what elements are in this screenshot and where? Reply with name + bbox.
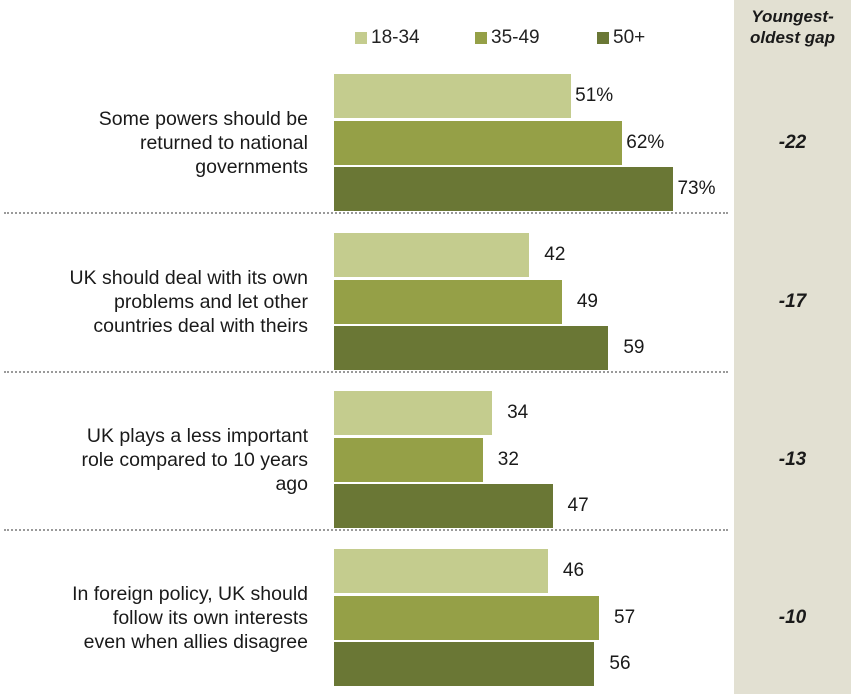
category-label-line: countries deal with theirs xyxy=(93,314,308,337)
bar-50-plus xyxy=(334,326,609,370)
category-label: Some powers should be returned to nationa… xyxy=(20,107,308,179)
legend-item-50-plus: 50+ xyxy=(597,26,645,50)
bar-35-49 xyxy=(334,120,623,165)
value-label: 51% xyxy=(575,85,614,106)
bar-18-34 xyxy=(334,74,572,118)
legend-item-35-49: 35-49 xyxy=(475,26,540,50)
gap-value: -10 xyxy=(778,606,807,628)
value-label: 59 xyxy=(623,337,645,358)
category-label-line: role compared to 10 years xyxy=(81,448,308,471)
bar-18-34 xyxy=(334,391,493,435)
group-divider xyxy=(4,212,728,214)
bar-18-34 xyxy=(334,233,530,277)
legend-swatch xyxy=(355,32,367,44)
gap-header-line-2: oldest gap xyxy=(749,28,835,47)
value-label: 32 xyxy=(497,448,519,470)
category-label-line: returned to national xyxy=(139,131,308,154)
value-label: 57 xyxy=(614,606,636,628)
group-divider xyxy=(4,529,728,531)
category-label-line: Some powers should be xyxy=(98,107,308,130)
category-label: UK plays a less important role compared t… xyxy=(20,424,308,496)
value-label: 49 xyxy=(576,290,598,312)
legend-label: 50+ xyxy=(613,27,646,48)
value-label: 46 xyxy=(562,560,585,581)
category-label-line: UK should deal with its own xyxy=(69,266,308,289)
gap-value: -17 xyxy=(778,290,807,312)
bar-50-plus xyxy=(334,642,595,686)
gap-column-panel xyxy=(734,0,851,694)
category-label-line: even when allies disagree xyxy=(83,630,308,653)
legend-swatch xyxy=(597,32,609,44)
category-label-line: UK plays a less important xyxy=(86,424,308,447)
category-label-line: ago xyxy=(275,472,308,495)
legend-item-18-34: 18-34 xyxy=(355,26,420,50)
category-label-line: In foreign policy, UK should xyxy=(72,582,308,605)
value-label: 34 xyxy=(507,402,529,423)
gap-value: -13 xyxy=(778,448,807,470)
gap-column-header: Youngest- oldest gap xyxy=(734,6,851,48)
legend-label: 18-34 xyxy=(371,27,420,48)
bar-50-plus xyxy=(334,167,674,211)
value-label: 47 xyxy=(567,495,589,516)
group-divider xyxy=(4,371,728,373)
legend-swatch xyxy=(475,32,487,44)
legend-label: 35-49 xyxy=(491,27,540,48)
bar-35-49 xyxy=(334,437,483,482)
category-label-line: follow its own interests xyxy=(112,606,308,629)
value-label: 62% xyxy=(626,131,665,153)
category-label-line: problems and let other xyxy=(113,290,308,313)
gap-header-line-1: Youngest- xyxy=(751,7,834,26)
bar-18-34 xyxy=(334,549,548,593)
bar-35-49 xyxy=(334,279,562,324)
value-label: 56 xyxy=(609,653,631,674)
category-label: UK should deal with its own problems and … xyxy=(20,266,308,338)
category-label: In foreign policy, UK should follow its o… xyxy=(20,582,308,654)
bar-50-plus xyxy=(334,484,553,528)
value-label: 73% xyxy=(677,178,716,199)
gap-value: -22 xyxy=(778,131,807,153)
bar-35-49 xyxy=(334,595,600,640)
value-label: 42 xyxy=(544,244,566,265)
category-label-line: governments xyxy=(195,155,308,178)
